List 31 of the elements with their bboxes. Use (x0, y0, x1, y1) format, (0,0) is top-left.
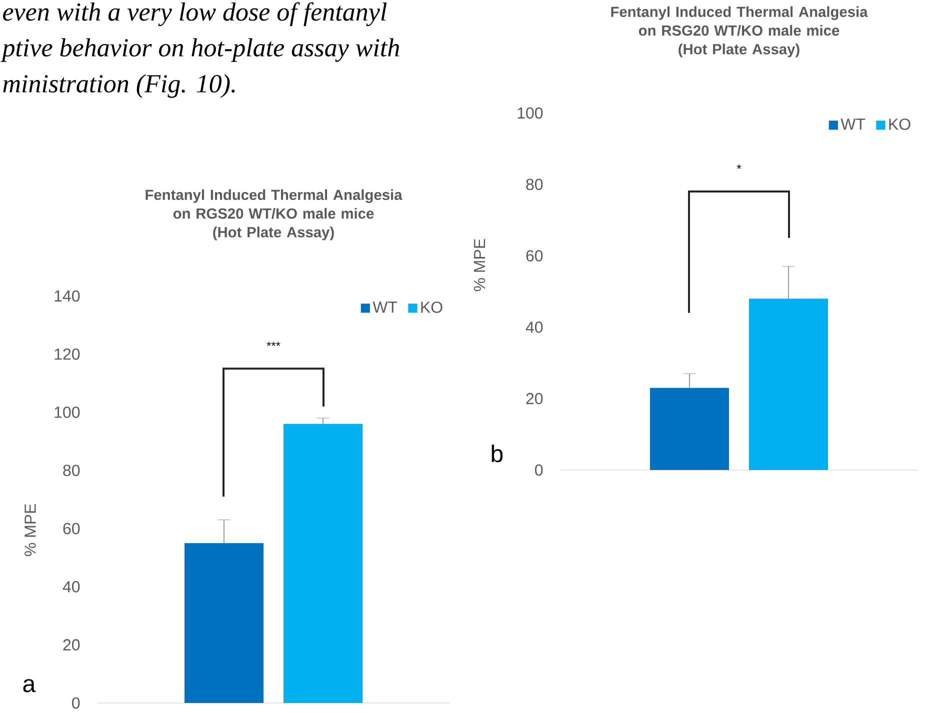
y-tick-label: 20 (63, 639, 80, 650)
y-tick-label: 140 (54, 290, 80, 302)
legend-label: WT (840, 118, 866, 130)
y-tick-label: 0 (535, 464, 543, 476)
y-tick-label: 60 (526, 250, 543, 262)
legend-label: WT (372, 302, 398, 313)
y-tick-label: 40 (526, 321, 543, 333)
y-tick-label: 100 (54, 406, 80, 418)
chart-title: Fentanyl Induced Thermal Analgesia on RSG20 WT/KO male mice (611, 6, 868, 36)
text: b (492, 444, 503, 462)
y-tick-label: 80 (526, 178, 543, 190)
y-tick-label: 40 (62, 580, 80, 592)
text: ptive behavior on hot-plate assay with (0, 38, 400, 62)
text: ministration (Fig. 10). (3, 74, 235, 98)
y-tick-label: 100 (518, 107, 543, 119)
y-tick-label: 80 (63, 464, 80, 476)
y-tick-label: 20 (526, 392, 543, 404)
y-tick-label: 0 (72, 697, 80, 709)
y-axis-title: % MPE (24, 504, 36, 556)
y-tick-label: 60 (63, 522, 80, 534)
legend-label: KO (889, 118, 910, 130)
y-axis-title: % MPE (474, 239, 486, 292)
chart-title: Fentanyl Induced Thermal Analgesia on RGS20 WT/KO male mice (146, 189, 402, 219)
y-tick-label: 120 (54, 348, 80, 360)
chart-subtitle: (Hot Plate Assay) (678, 44, 800, 58)
legend-label: KO (421, 302, 442, 313)
annotation: *** (266, 342, 280, 346)
chart-subtitle: (Hot Plate Assay) (213, 226, 334, 240)
text: a (23, 679, 36, 692)
text: even with a very low dose of fentanyl (3, 2, 387, 26)
annotation: * (736, 164, 742, 169)
